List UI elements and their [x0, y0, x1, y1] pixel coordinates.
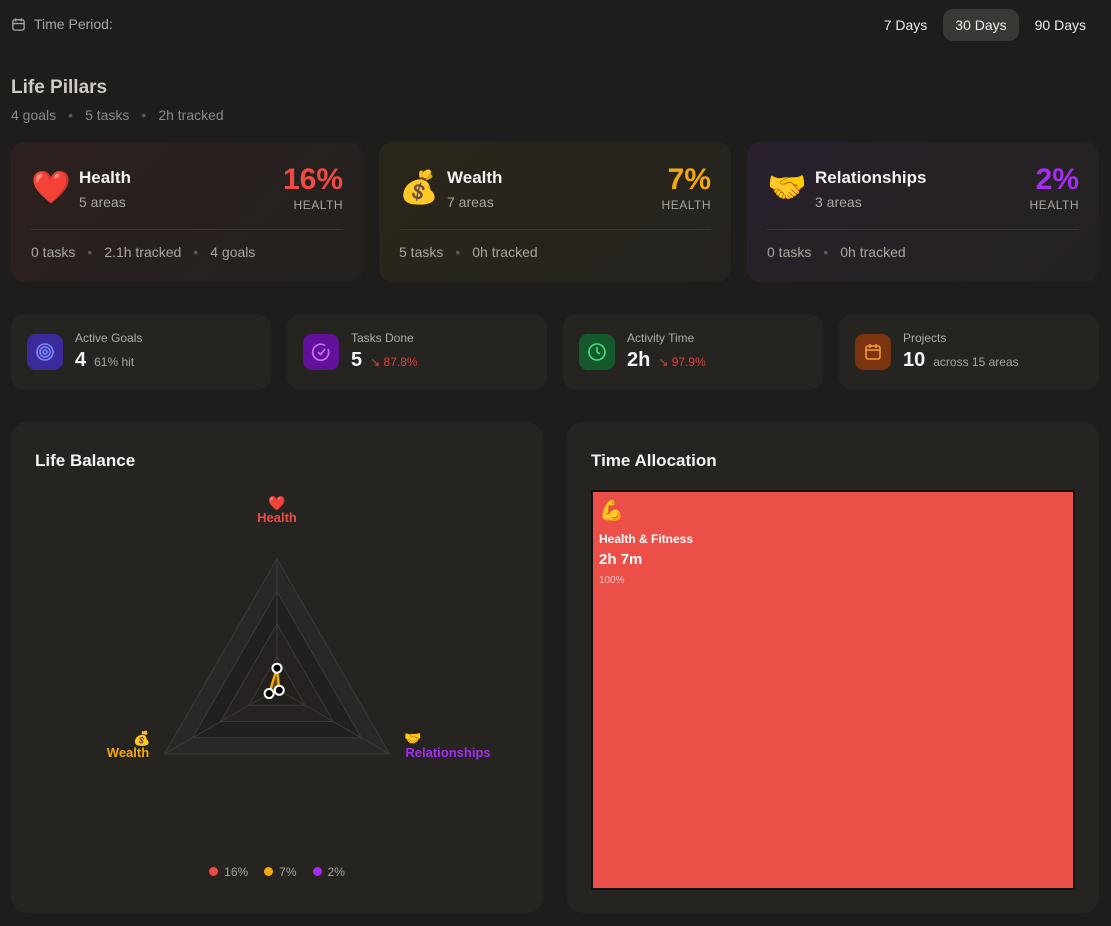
range-90-days[interactable]: 90 Days: [1034, 17, 1086, 33]
axis-emoji-icon: ❤️: [268, 495, 286, 511]
axis-emoji-icon: 💰: [133, 730, 150, 747]
money-bag-icon: 💰: [399, 169, 439, 205]
radar-axis-label: Wealth: [107, 745, 149, 760]
radar-data-point: [271, 662, 283, 674]
pillar-score: 7%: [667, 163, 711, 196]
pillar-card-relationships[interactable]: 🤝 Relationships 3 areas 2% HEALTH 0 task…: [747, 142, 1099, 282]
pillar-card-wealth[interactable]: 💰 Wealth 7 areas 7% HEALTH 5 tasks • 0h tr…: [379, 142, 731, 282]
radar-data-point: [263, 688, 275, 700]
radar-axis-label: Relationships: [405, 745, 490, 760]
divider: [767, 229, 1079, 230]
time-period-label: Time Period:: [11, 16, 113, 32]
legend-item: 2%: [312, 865, 345, 879]
pillar-score: 2%: [1035, 163, 1079, 196]
check-circle-icon: [303, 334, 339, 370]
radar-chart: ❤️Health 💰Wealth 🤝Relationships: [107, 495, 491, 760]
stat-active-goals[interactable]: Active Goals 4 61% hit: [11, 314, 271, 390]
treemap-cell-health-fitness[interactable]: 💪 Health & Fitness 2h 7m 100%: [591, 490, 1075, 890]
axis-emoji-icon: 🤝: [404, 730, 421, 746]
legend-item: 16%: [209, 865, 248, 879]
stat-projects[interactable]: Projects 10 across 15 areas: [839, 314, 1099, 390]
range-7-days[interactable]: 7 Days: [883, 17, 928, 33]
heart-icon: ❤️: [31, 169, 71, 205]
pillar-card-health[interactable]: ❤️ Health 5 areas 16% HEALTH 0 tasks • 2.1…: [11, 142, 363, 282]
stat-tasks-done[interactable]: Tasks Done 5 ↘ 87.8%: [287, 314, 547, 390]
trend-down-icon: ↘: [370, 355, 381, 369]
pillars-summary: 4 goals • 5 tasks • 2h tracked: [11, 107, 224, 123]
calendar-icon: [12, 17, 25, 31]
legend-item: 7%: [264, 865, 297, 879]
radar-axis-label: Health: [257, 510, 297, 525]
time-allocation-panel: Time Allocation 💪 Health & Fitness 2h 7m…: [567, 422, 1099, 913]
target-icon: [27, 334, 63, 370]
life-balance-panel: Life Balance ❤️ Health 💰 Wealth 🤝 Relationshi…: [11, 422, 543, 913]
range-30-days[interactable]: 30 Days: [943, 9, 1019, 41]
page-title: Life Pillars: [11, 77, 108, 98]
radar-legend: 16% 7% 2%: [11, 865, 543, 879]
flexed-biceps-icon: 💪: [599, 500, 624, 522]
stat-activity-time[interactable]: Activity Time 2h ↘ 97.9%: [563, 314, 823, 390]
divider: [399, 229, 711, 230]
radar-data-point: [273, 684, 285, 696]
pillar-score: 16%: [282, 163, 343, 196]
trend-down-icon: ↘: [658, 355, 669, 369]
divider: [31, 229, 343, 230]
calendar-icon: [855, 334, 891, 370]
clock-icon: [579, 334, 615, 370]
handshake-icon: 🤝: [767, 169, 807, 205]
radar-axis-line: [276, 688, 390, 755]
radar-axis-line: [164, 688, 278, 755]
range-selector: 7 Days 30 Days 90 Days: [872, 9, 1098, 41]
